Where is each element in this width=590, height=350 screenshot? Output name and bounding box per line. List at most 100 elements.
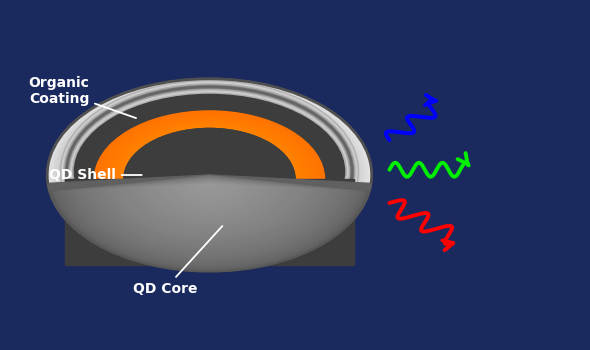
- Ellipse shape: [137, 141, 279, 222]
- Ellipse shape: [199, 175, 201, 176]
- Ellipse shape: [55, 84, 363, 266]
- Circle shape: [61, 86, 353, 260]
- Ellipse shape: [112, 117, 307, 233]
- Wedge shape: [203, 184, 216, 188]
- Ellipse shape: [191, 171, 211, 182]
- Ellipse shape: [149, 148, 264, 214]
- Circle shape: [124, 128, 295, 230]
- Ellipse shape: [158, 153, 254, 207]
- Circle shape: [91, 103, 312, 234]
- Wedge shape: [196, 184, 222, 191]
- Circle shape: [202, 175, 217, 184]
- Ellipse shape: [76, 96, 343, 254]
- Circle shape: [166, 145, 211, 172]
- Ellipse shape: [102, 111, 317, 239]
- Ellipse shape: [147, 136, 191, 156]
- Wedge shape: [155, 181, 264, 214]
- Circle shape: [183, 155, 187, 157]
- Ellipse shape: [103, 116, 235, 176]
- Circle shape: [57, 84, 359, 263]
- Circle shape: [50, 80, 368, 269]
- Wedge shape: [97, 178, 322, 245]
- Wedge shape: [139, 180, 280, 223]
- Ellipse shape: [96, 108, 323, 242]
- Wedge shape: [63, 176, 356, 264]
- Ellipse shape: [197, 168, 222, 182]
- Ellipse shape: [130, 138, 288, 228]
- Ellipse shape: [71, 93, 348, 257]
- Ellipse shape: [94, 106, 325, 244]
- Wedge shape: [107, 178, 312, 240]
- Ellipse shape: [145, 136, 274, 214]
- Ellipse shape: [135, 140, 283, 224]
- Circle shape: [110, 120, 309, 238]
- Ellipse shape: [184, 167, 220, 188]
- Ellipse shape: [134, 140, 284, 225]
- Ellipse shape: [175, 162, 231, 194]
- Ellipse shape: [60, 86, 359, 264]
- Ellipse shape: [137, 132, 201, 161]
- Circle shape: [153, 138, 228, 182]
- Circle shape: [116, 117, 278, 214]
- Ellipse shape: [191, 164, 228, 186]
- Ellipse shape: [186, 168, 218, 186]
- Ellipse shape: [124, 125, 294, 225]
- Ellipse shape: [194, 173, 208, 181]
- Ellipse shape: [159, 154, 251, 206]
- Wedge shape: [94, 178, 324, 247]
- Circle shape: [88, 102, 316, 237]
- Ellipse shape: [136, 141, 281, 224]
- Ellipse shape: [145, 135, 193, 158]
- Ellipse shape: [149, 139, 270, 211]
- Circle shape: [124, 128, 295, 230]
- Text: QD Core: QD Core: [133, 226, 222, 296]
- Wedge shape: [69, 176, 350, 261]
- Ellipse shape: [156, 152, 255, 209]
- Ellipse shape: [170, 160, 238, 198]
- Circle shape: [205, 177, 214, 182]
- Circle shape: [87, 101, 317, 238]
- Circle shape: [102, 110, 297, 225]
- Wedge shape: [72, 176, 347, 259]
- Circle shape: [171, 156, 248, 202]
- Circle shape: [67, 90, 346, 255]
- Circle shape: [130, 125, 260, 202]
- Circle shape: [136, 128, 253, 197]
- Wedge shape: [194, 184, 225, 193]
- Ellipse shape: [178, 164, 228, 192]
- Ellipse shape: [159, 153, 253, 206]
- Circle shape: [68, 90, 344, 254]
- Circle shape: [156, 140, 224, 180]
- Ellipse shape: [146, 146, 269, 216]
- Ellipse shape: [67, 87, 352, 256]
- Ellipse shape: [110, 119, 227, 173]
- Ellipse shape: [181, 165, 224, 190]
- Ellipse shape: [196, 174, 204, 178]
- Circle shape: [152, 137, 230, 183]
- Ellipse shape: [159, 142, 179, 150]
- Wedge shape: [165, 182, 254, 209]
- Ellipse shape: [120, 122, 299, 228]
- Circle shape: [132, 126, 258, 201]
- Circle shape: [155, 139, 226, 181]
- Ellipse shape: [99, 113, 240, 179]
- Ellipse shape: [183, 167, 221, 188]
- Circle shape: [98, 113, 320, 245]
- Circle shape: [145, 133, 239, 189]
- Ellipse shape: [139, 133, 280, 217]
- Circle shape: [123, 121, 269, 208]
- Circle shape: [148, 143, 271, 216]
- Circle shape: [115, 117, 280, 215]
- Ellipse shape: [136, 132, 283, 218]
- Ellipse shape: [166, 157, 244, 201]
- Wedge shape: [136, 180, 283, 224]
- Ellipse shape: [160, 146, 258, 204]
- Ellipse shape: [120, 124, 218, 169]
- Ellipse shape: [63, 88, 355, 262]
- Wedge shape: [59, 176, 360, 266]
- Circle shape: [140, 130, 247, 194]
- Circle shape: [63, 87, 351, 259]
- Circle shape: [75, 94, 335, 248]
- Circle shape: [183, 163, 236, 195]
- Ellipse shape: [61, 87, 358, 263]
